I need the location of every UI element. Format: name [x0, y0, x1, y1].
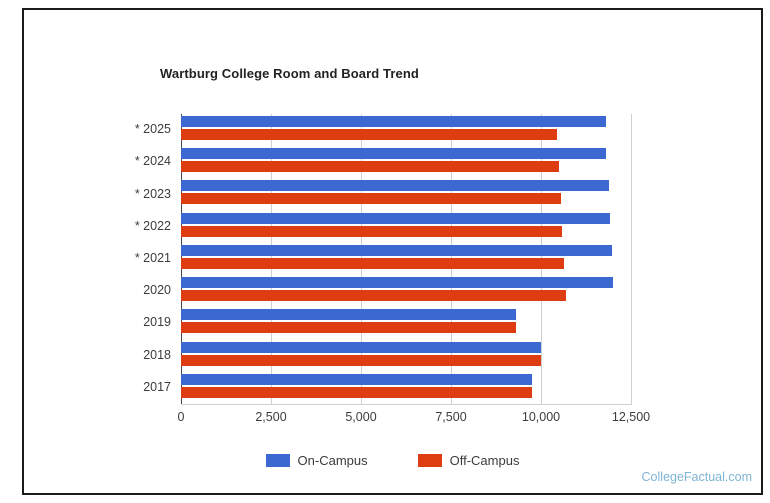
bar-on-campus-2024[interactable] [181, 148, 606, 160]
bar-off-campus-2019[interactable] [181, 322, 516, 334]
x-tick-label: 10,000 [521, 410, 561, 424]
y-tick-label: * 2025 [134, 122, 171, 137]
x-axis-labels: 0 2,500 5,000 7,500 10,000 12,500 [177, 410, 651, 430]
bar-group [181, 243, 631, 275]
bar-on-campus-2022[interactable] [181, 212, 611, 224]
chart-card: Wartburg College Room and Board Trend * … [22, 8, 763, 495]
bar-on-campus-2021[interactable] [181, 244, 613, 256]
legend-swatch-on [265, 454, 290, 467]
plot-area [181, 114, 632, 404]
bar-on-campus-2025[interactable] [181, 116, 606, 127]
legend-label: On-Campus [297, 453, 368, 468]
legend-swatch-off [417, 454, 442, 467]
watermark-collegefactual: CollegeFactual.com [641, 470, 752, 484]
chart-title: Wartburg College Room and Board Trend [160, 66, 419, 81]
bar-group [181, 178, 631, 210]
bar-group [181, 211, 631, 243]
y-tick-label: * 2024 [134, 154, 171, 169]
bar-off-campus-2022[interactable] [181, 225, 563, 237]
bar-on-campus-2017[interactable] [181, 373, 532, 385]
bar-off-campus-2018[interactable] [181, 354, 541, 366]
x-tick-label: 7,500 [435, 410, 467, 424]
y-tick-label: * 2023 [134, 186, 171, 201]
y-tick-label: 2017 [143, 379, 171, 394]
legend-item-on[interactable]: On-Campus [265, 453, 368, 468]
bar-group [181, 146, 631, 178]
bar-group [181, 114, 631, 146]
bar-on-campus-2018[interactable] [181, 341, 541, 353]
x-axis-baseline [181, 404, 632, 405]
bar-group [181, 307, 631, 339]
bar-group [181, 275, 631, 307]
y-tick-label: 2020 [143, 283, 171, 298]
x-tick-label: 2,500 [255, 410, 287, 424]
y-tick-label: 2019 [143, 315, 171, 330]
y-tick-label: * 2021 [134, 251, 171, 265]
chart-legend: On-Campus Off-Campus [24, 453, 761, 468]
bar-on-campus-2019[interactable] [181, 309, 516, 321]
x-tick-label: 12,500 [611, 410, 651, 424]
legend-item-off[interactable]: Off-Campus [417, 453, 520, 468]
bar-on-campus-2023[interactable] [181, 180, 610, 192]
bar-off-campus-2024[interactable] [181, 161, 559, 173]
bar-off-campus-2021[interactable] [181, 257, 565, 269]
legend-label: Off-Campus [449, 453, 520, 468]
bar-off-campus-2017[interactable] [181, 386, 532, 398]
x-tick-label: 5,000 [345, 410, 377, 424]
bar-on-campus-2020[interactable] [181, 277, 613, 289]
gridline-12500 [631, 114, 632, 404]
y-tick-label: 2018 [143, 347, 171, 362]
bar-off-campus-2020[interactable] [181, 290, 567, 302]
bar-group [181, 340, 631, 372]
y-axis-labels: * 2025 * 2024 * 2023 * 2022 * 2021 2020 2019 20… [101, 114, 171, 404]
bar-group [181, 372, 631, 404]
bar-off-campus-2025[interactable] [181, 129, 558, 140]
x-tick-label: 0 [177, 410, 185, 424]
y-tick-label: * 2022 [134, 218, 171, 233]
bar-off-campus-2023[interactable] [181, 193, 562, 205]
